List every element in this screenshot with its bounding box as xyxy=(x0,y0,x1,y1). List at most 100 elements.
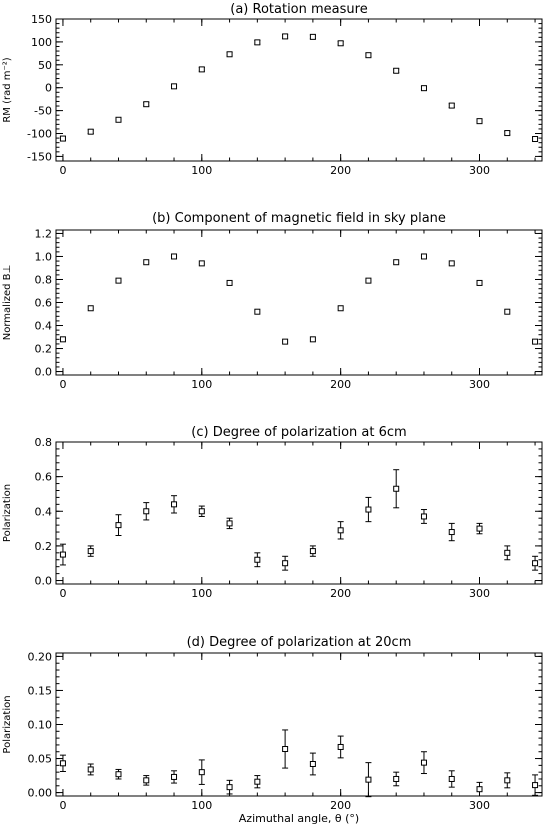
data-point xyxy=(337,527,344,534)
data-point xyxy=(504,777,511,784)
data-point xyxy=(171,501,178,508)
data-point xyxy=(254,308,261,315)
x-tick-label: 0 xyxy=(59,164,66,177)
data-point xyxy=(226,520,233,527)
data-point xyxy=(171,83,178,90)
y-tick-label: 0.8 xyxy=(35,436,53,449)
data-point xyxy=(87,305,94,312)
data-point xyxy=(87,128,94,135)
y-tick-label: 1.0 xyxy=(35,250,53,263)
chart-title: (c) Degree of polarization at 6cm xyxy=(191,425,406,440)
data-point xyxy=(420,85,427,92)
data-point xyxy=(171,773,178,780)
chart-panel-3: (c) Degree of polarization at 6cm Polariz… xyxy=(2,425,543,600)
data-point xyxy=(59,336,66,343)
y-axis-label: Polarization xyxy=(2,484,13,542)
data-point xyxy=(87,548,94,555)
x-tick-label: 200 xyxy=(330,378,351,391)
chart-panel-2: (b) Component of magnetic field in sky p… xyxy=(2,211,543,391)
x-tick-label: 300 xyxy=(469,378,490,391)
data-point xyxy=(115,277,122,284)
data-point xyxy=(420,513,427,520)
data-point xyxy=(476,525,483,532)
y-tick-label: -150 xyxy=(27,150,52,163)
data-point xyxy=(337,40,344,47)
x-tick-label: 0 xyxy=(59,587,66,600)
y-tick-label: -100 xyxy=(27,128,52,141)
data-point xyxy=(87,766,94,773)
data-point xyxy=(59,135,66,142)
data-point xyxy=(504,549,511,556)
x-tick-label: 0 xyxy=(59,799,66,812)
data-point xyxy=(309,336,316,343)
data-point xyxy=(115,771,122,778)
y-tick-label: 0.20 xyxy=(28,650,53,663)
chart-title: (b) Component of magnetic field in sky p… xyxy=(152,211,446,226)
y-tick-label: 0.15 xyxy=(28,684,53,697)
data-point xyxy=(143,508,150,515)
data-point xyxy=(198,66,205,73)
chart-title: (a) Rotation measure xyxy=(230,2,367,17)
x-axis-label: Azimuthal angle, θ (°) xyxy=(239,812,359,825)
y-tick-label: 0.10 xyxy=(28,719,53,732)
data-point xyxy=(337,305,344,312)
data-point xyxy=(448,529,455,536)
data-point xyxy=(476,786,483,793)
y-tick-label: -50 xyxy=(34,105,52,118)
data-point xyxy=(143,259,150,266)
plot-frame xyxy=(55,441,543,585)
data-point xyxy=(532,560,539,567)
data-point xyxy=(476,118,483,125)
data-point xyxy=(504,308,511,315)
y-axis-label: Normalized B⊥ xyxy=(2,265,13,340)
data-point xyxy=(282,746,289,753)
y-tick-label: 0.4 xyxy=(35,505,53,518)
data-point xyxy=(254,778,261,785)
data-point xyxy=(171,253,178,260)
data-point xyxy=(337,743,344,750)
x-tick-label: 200 xyxy=(330,799,351,812)
data-point xyxy=(365,506,372,513)
y-tick-label: 0.0 xyxy=(35,575,53,588)
data-point xyxy=(282,560,289,567)
y-tick-label: 0.4 xyxy=(35,320,53,333)
data-point xyxy=(448,260,455,267)
data-point xyxy=(115,116,122,123)
x-tick-label: 200 xyxy=(330,587,351,600)
data-point xyxy=(393,775,400,782)
data-point xyxy=(309,760,316,767)
y-tick-label: 100 xyxy=(31,36,52,49)
data-point xyxy=(254,39,261,46)
y-tick-label: 0.6 xyxy=(35,297,53,310)
data-point xyxy=(226,279,233,286)
x-tick-label: 300 xyxy=(469,164,490,177)
data-point xyxy=(143,101,150,108)
data-point xyxy=(282,33,289,40)
x-tick-label: 100 xyxy=(191,587,212,600)
y-tick-label: 0 xyxy=(45,82,52,95)
y-axis-label: Polarization xyxy=(2,695,13,753)
data-point xyxy=(365,776,372,783)
y-tick-label: 0.8 xyxy=(35,273,53,286)
x-tick-label: 200 xyxy=(330,164,351,177)
data-point xyxy=(532,136,539,143)
x-tick-label: 100 xyxy=(191,164,212,177)
y-tick-label: 50 xyxy=(38,59,52,72)
x-tick-label: 100 xyxy=(191,378,212,391)
plot-frame xyxy=(55,652,543,797)
data-point xyxy=(59,760,66,767)
data-point xyxy=(448,102,455,109)
y-tick-label: 150 xyxy=(31,13,52,26)
data-point xyxy=(532,338,539,345)
data-point xyxy=(226,784,233,791)
x-tick-label: 300 xyxy=(469,587,490,600)
y-tick-label: 0.6 xyxy=(35,471,53,484)
data-point xyxy=(393,259,400,266)
data-point xyxy=(532,782,539,789)
data-point xyxy=(226,51,233,58)
data-point xyxy=(365,277,372,284)
y-tick-label: 0.2 xyxy=(35,343,53,356)
data-point xyxy=(143,777,150,784)
y-tick-label: 0.2 xyxy=(35,540,53,553)
